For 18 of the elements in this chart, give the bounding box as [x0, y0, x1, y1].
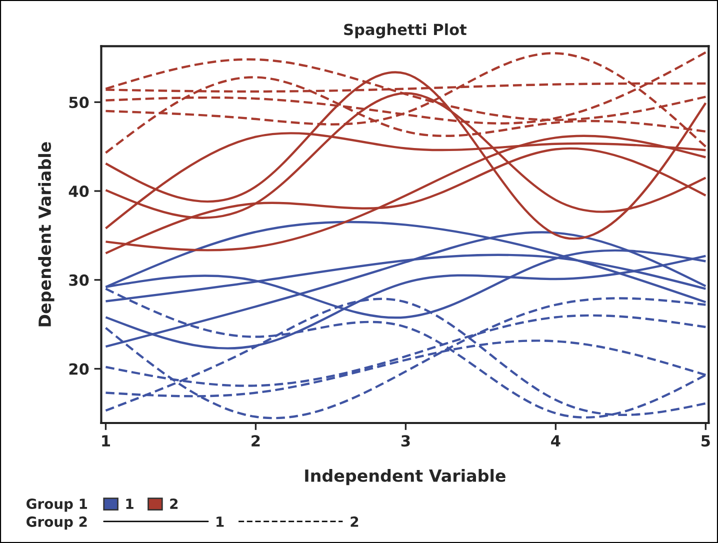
- y-tick-label: 30: [69, 274, 89, 286]
- y-tick-label: 20: [69, 363, 89, 375]
- text: Group 2: [26, 516, 87, 530]
- chart-title: Spaghetti Plot: [344, 23, 467, 38]
- x-tick-label: 4: [551, 435, 560, 446]
- x-tick-label: 1: [102, 435, 110, 446]
- y-axis-title: Dependent Variable: [38, 142, 54, 326]
- legend-label: 2: [170, 498, 178, 509]
- y-tick-label: 40: [68, 185, 89, 198]
- legend-label: 2: [350, 516, 358, 527]
- text: Group 1: [26, 498, 88, 512]
- x-tick-label: 3: [401, 435, 410, 447]
- x-tick-label: 5: [702, 435, 710, 447]
- x-axis-title: Independent Variable: [305, 469, 506, 486]
- x-tick-label: 2: [252, 435, 260, 446]
- legend-label: 1: [216, 516, 224, 527]
- legend-label: 1: [126, 498, 134, 509]
- y-tick-label: 50: [69, 96, 89, 108]
